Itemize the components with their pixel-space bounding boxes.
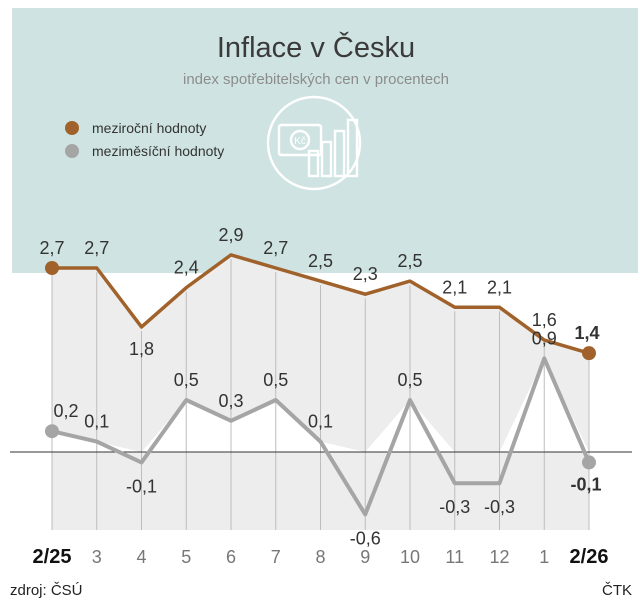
gridline-layer	[51, 258, 590, 530]
value-labels-layer: 2,7 2,7 1,8 2,4 2,9 2,7 2,5 2,3 2,5 2,1 2,1 1,6 1,4 0…	[39, 225, 601, 549]
x-tick-label: 6	[226, 547, 236, 567]
x-tick-label: 5	[181, 547, 191, 567]
data-label-monthly: -0,3	[484, 497, 515, 517]
x-axis-ticks: 2/25 3 4 5 6 7 8 9 10 11 12 1 2/26	[33, 546, 609, 568]
data-label-annual: 2,5	[308, 251, 333, 271]
data-label-monthly: -0,1	[126, 476, 157, 496]
point-monthly	[45, 424, 59, 439]
data-label-annual: 2,9	[218, 225, 243, 245]
x-tick-label: 3	[92, 547, 102, 567]
data-label-monthly: -0,6	[350, 528, 381, 548]
chart-money-icon: Kč	[266, 95, 362, 191]
data-label-monthly: 0,5	[263, 370, 288, 390]
x-tick-label: 2/26	[570, 546, 609, 568]
x-tick-label: 7	[271, 547, 281, 567]
legend-label-monthly: meziměsíční hodnoty	[92, 143, 224, 159]
x-tick-label: 2/25	[33, 546, 72, 568]
data-label-monthly: -0,3	[439, 497, 470, 517]
data-label-monthly: 0,9	[532, 328, 557, 348]
data-label-annual: 2,1	[487, 277, 512, 297]
x-tick-label: 8	[315, 547, 325, 567]
data-label-annual: 2,4	[174, 258, 199, 278]
x-tick-label: 11	[445, 547, 464, 567]
x-tick-label: 9	[360, 547, 370, 567]
data-label-annual: 1,4	[574, 323, 599, 343]
x-tick-label: 10	[400, 547, 420, 567]
data-label-monthly: -0,1	[570, 474, 601, 494]
data-label-monthly: 0,1	[308, 412, 333, 432]
chart-header-background	[12, 8, 638, 273]
credit-label: ČTK	[602, 582, 632, 599]
data-label-annual: 1,8	[129, 339, 154, 359]
data-label-monthly: 0,5	[397, 370, 422, 390]
series-layer	[45, 253, 596, 517]
data-label-monthly: 0,1	[84, 412, 109, 432]
data-label-annual: 2,7	[39, 238, 64, 258]
data-label-annual: 2,5	[397, 251, 422, 271]
data-label-monthly: 0,5	[174, 370, 199, 390]
chart-subtitle: index spotřebitelských cen v procentech	[183, 71, 449, 88]
legend-label-annual: meziroční hodnoty	[92, 120, 206, 136]
x-tick-label: 1	[539, 547, 549, 567]
source-note: zdroj: ČSÚ	[10, 582, 83, 599]
point-annual	[582, 346, 596, 361]
data-label-annual: 2,1	[442, 277, 467, 297]
svg-text:Kč: Kč	[294, 136, 306, 147]
legend-marker-annual	[65, 121, 79, 135]
x-tick-label: 12	[489, 547, 509, 567]
chart-title: Inflace v Česku	[217, 30, 415, 64]
point-annual	[45, 261, 59, 275]
data-label-annual: 2,7	[263, 238, 288, 258]
legend-marker-monthly	[65, 144, 79, 158]
data-label-annual: 2,3	[353, 264, 378, 284]
point-monthly	[582, 455, 596, 470]
series-line-monthly	[51, 356, 591, 517]
series-line-annual	[52, 253, 590, 355]
data-label-monthly: 0,3	[218, 391, 243, 411]
data-label-annual: 1,6	[532, 310, 557, 330]
x-tick-label: 4	[136, 547, 146, 567]
data-label-annual: 2,7	[84, 238, 109, 258]
data-label-monthly: 0,2	[53, 401, 78, 421]
